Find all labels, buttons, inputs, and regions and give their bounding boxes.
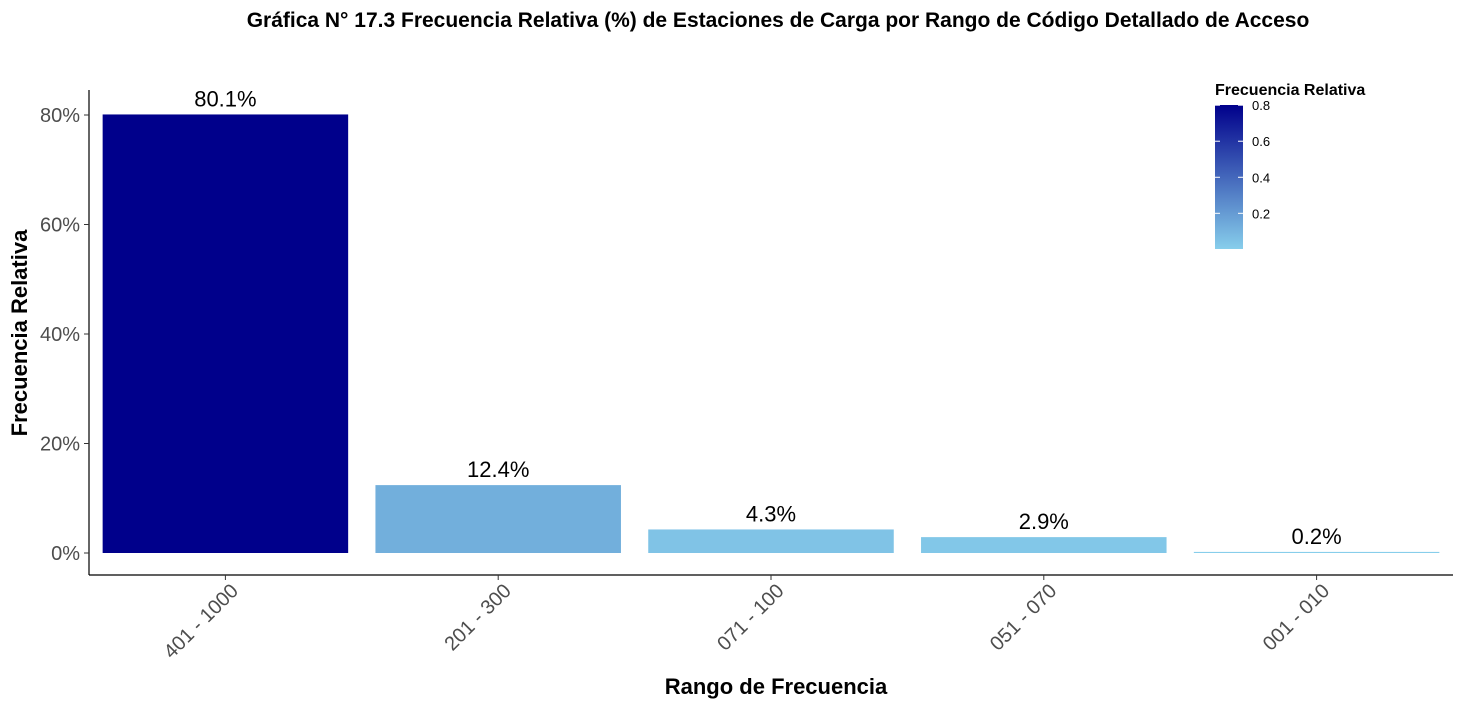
bar (921, 537, 1167, 553)
color-legend: Frecuencia Relativa 0.2 0.4 0.6 0.8 (1215, 82, 1365, 249)
x-axis-title: Rango de Frecuencia (665, 674, 888, 699)
y-tick-label: 60% (40, 215, 80, 237)
bar (102, 114, 349, 553)
bar-data-label: 12.4% (467, 457, 529, 482)
x-tick-label: 001 - 010 (1259, 580, 1334, 655)
x-tick-label: 201 - 300 (440, 580, 515, 655)
y-tick-label: 20% (40, 434, 80, 456)
legend-tick-label: 0.4 (1252, 170, 1270, 185)
legend-tick-label: 0.2 (1252, 206, 1270, 221)
bar-data-label: 4.3% (746, 501, 796, 526)
bar-data-label: 2.9% (1019, 509, 1069, 534)
x-tick-label: 051 - 070 (986, 580, 1061, 655)
x-tick-label: 071 - 100 (713, 580, 788, 655)
chart-title: Gráfica N° 17.3 Frecuencia Relativa (%) … (247, 9, 1310, 32)
x-ticks: 401 - 1000 201 - 300 071 - 100 051 - 070 001… (160, 575, 1334, 663)
bar (648, 529, 894, 553)
bar (375, 485, 621, 553)
legend-ticks: 0.2 0.4 0.6 0.8 (1215, 98, 1270, 221)
x-tick-label: 401 - 1000 (160, 580, 243, 663)
bar (1193, 551, 1440, 553)
y-tick-label: 80% (40, 105, 80, 127)
legend-tick-label: 0.8 (1252, 98, 1270, 113)
legend-title: Frecuencia Relativa (1215, 82, 1365, 99)
bars (102, 114, 1440, 553)
y-tick-label: 0% (51, 543, 80, 565)
bar-labels: 80.1% 12.4% 4.3% 2.9% 0.2% (194, 86, 1341, 548)
y-tick-label: 40% (40, 324, 80, 346)
y-axis-title: Frecuencia Relativa (7, 229, 32, 436)
bar-data-label: 80.1% (194, 86, 256, 111)
legend-tick-label: 0.6 (1252, 134, 1270, 149)
bar-data-label: 0.2% (1292, 524, 1342, 549)
y-ticks: 0% 20% 40% 60% 80% (40, 105, 89, 565)
